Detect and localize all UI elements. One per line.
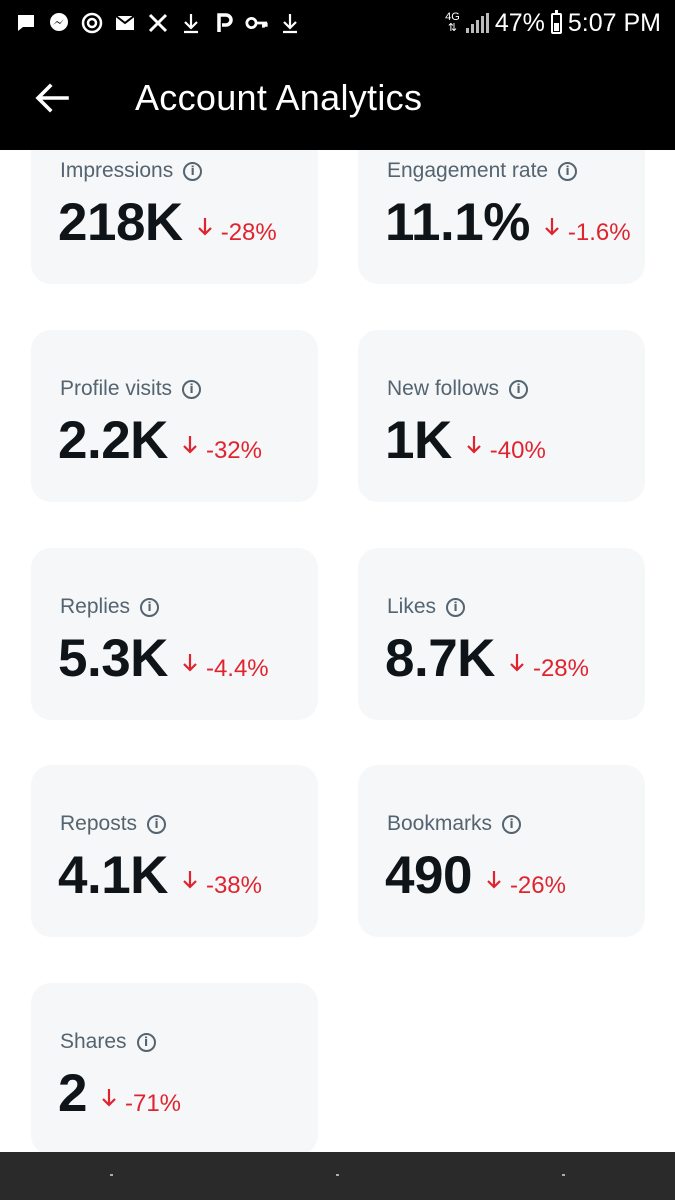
metric-change: -38% — [205, 872, 262, 899]
metric-label: Reposts — [60, 812, 138, 835]
metric-card-impressions[interactable]: Impressions i 218K -28% — [31, 150, 318, 284]
download-icon — [179, 11, 203, 35]
metric-label: Profile visits — [60, 377, 173, 400]
x-logo-icon — [146, 11, 170, 35]
p-app-icon — [212, 11, 236, 35]
app-header: Account Analytics — [0, 46, 675, 150]
metric-card-profile-visits[interactable]: Profile visits i 2.2K -32% — [31, 330, 318, 502]
timer-icon — [80, 11, 104, 35]
down-arrow-icon — [183, 870, 197, 889]
down-arrow-icon — [102, 1088, 116, 1107]
down-arrow-icon — [197, 217, 212, 236]
back-arrow-icon — [35, 83, 69, 113]
metric-value: 490 — [385, 846, 472, 905]
down-arrow-icon — [510, 653, 524, 672]
metric-card-shares[interactable]: Shares i 2 -71% — [31, 983, 318, 1152]
metric-value: 4.1K — [58, 846, 168, 905]
metric-value: 1K — [385, 411, 452, 470]
down-arrow-icon — [183, 653, 197, 672]
metric-change: -4.4% — [205, 655, 269, 682]
metric-change: -71% — [124, 1090, 182, 1117]
metrics-grid[interactable]: Impressions i 218K -28% Engagement rate … — [0, 150, 675, 1152]
key-icon — [245, 11, 269, 35]
recents-button[interactable] — [92, 1172, 132, 1182]
back-button[interactable] — [24, 70, 80, 126]
metric-change: -1.6% — [567, 219, 631, 246]
network-indicator: 4G ⇅ — [445, 12, 460, 34]
metric-label: Bookmarks — [387, 812, 493, 835]
signal-icon — [465, 13, 489, 33]
metric-change: -32% — [205, 437, 262, 464]
metric-value: 11.1% — [385, 193, 530, 252]
metric-value: 2.2K — [58, 411, 168, 470]
download-icon — [278, 11, 302, 35]
battery-percent: 47% — [494, 8, 545, 37]
info-icon[interactable]: i — [558, 161, 578, 181]
battery-icon — [550, 9, 562, 34]
messenger-icon — [47, 11, 71, 35]
metric-value: 8.7K — [385, 629, 495, 688]
back-nav-button[interactable] — [544, 1172, 584, 1182]
metric-value: 5.3K — [58, 629, 168, 688]
metric-label: Impressions — [60, 159, 174, 182]
home-button[interactable] — [318, 1172, 358, 1182]
network-type: 4G — [445, 11, 460, 23]
notification-icons — [14, 11, 302, 35]
down-arrow-icon — [487, 870, 501, 889]
metric-card-replies[interactable]: Replies i 5.3K -4.4% — [31, 548, 318, 720]
metric-value: 218K — [58, 193, 183, 252]
metric-value: 2 — [58, 1064, 87, 1123]
system-status: 4G ⇅ 47% 5:07 PM — [445, 9, 661, 38]
info-icon[interactable]: i — [502, 814, 522, 834]
down-arrow-icon — [466, 435, 481, 454]
chat-icon — [14, 11, 38, 35]
metric-label: Replies — [60, 595, 131, 618]
metric-label: Engagement rate — [387, 159, 549, 182]
system-nav-bar — [0, 1152, 675, 1200]
metric-card-bookmarks[interactable]: Bookmarks i 490 -26% — [358, 765, 645, 937]
info-icon[interactable]: i — [140, 597, 160, 617]
metric-card-new-follows[interactable]: New follows i 1K -40% — [358, 330, 645, 502]
metric-card-engagement-rate[interactable]: Engagement rate i 11.1% -1.6% — [358, 150, 645, 284]
metric-card-reposts[interactable]: Reposts i 4.1K -38% — [31, 765, 318, 937]
clock: 5:07 PM — [567, 8, 661, 37]
info-icon[interactable]: i — [136, 1032, 156, 1052]
metric-card-likes[interactable]: Likes i 8.7K -28% — [358, 548, 645, 720]
metric-change: -28% — [532, 655, 589, 682]
info-icon[interactable]: i — [182, 379, 202, 399]
page-title: Account Analytics — [135, 77, 423, 118]
metric-change: -40% — [489, 437, 546, 464]
metric-label: New follows — [387, 377, 500, 400]
metric-label: Likes — [387, 595, 437, 618]
info-icon[interactable]: i — [446, 597, 466, 617]
down-arrow-icon — [183, 435, 197, 454]
info-icon[interactable]: i — [183, 161, 203, 181]
metric-change: -28% — [220, 219, 277, 246]
metric-label: Shares — [60, 1030, 127, 1053]
mail-icon — [113, 11, 137, 35]
info-icon[interactable]: i — [509, 379, 529, 399]
status-bar: 4G ⇅ 47% 5:07 PM — [0, 0, 675, 46]
down-arrow-icon — [545, 217, 559, 236]
metric-change: -26% — [509, 872, 566, 899]
info-icon[interactable]: i — [147, 814, 167, 834]
data-arrows-icon: ⇅ — [447, 22, 458, 34]
